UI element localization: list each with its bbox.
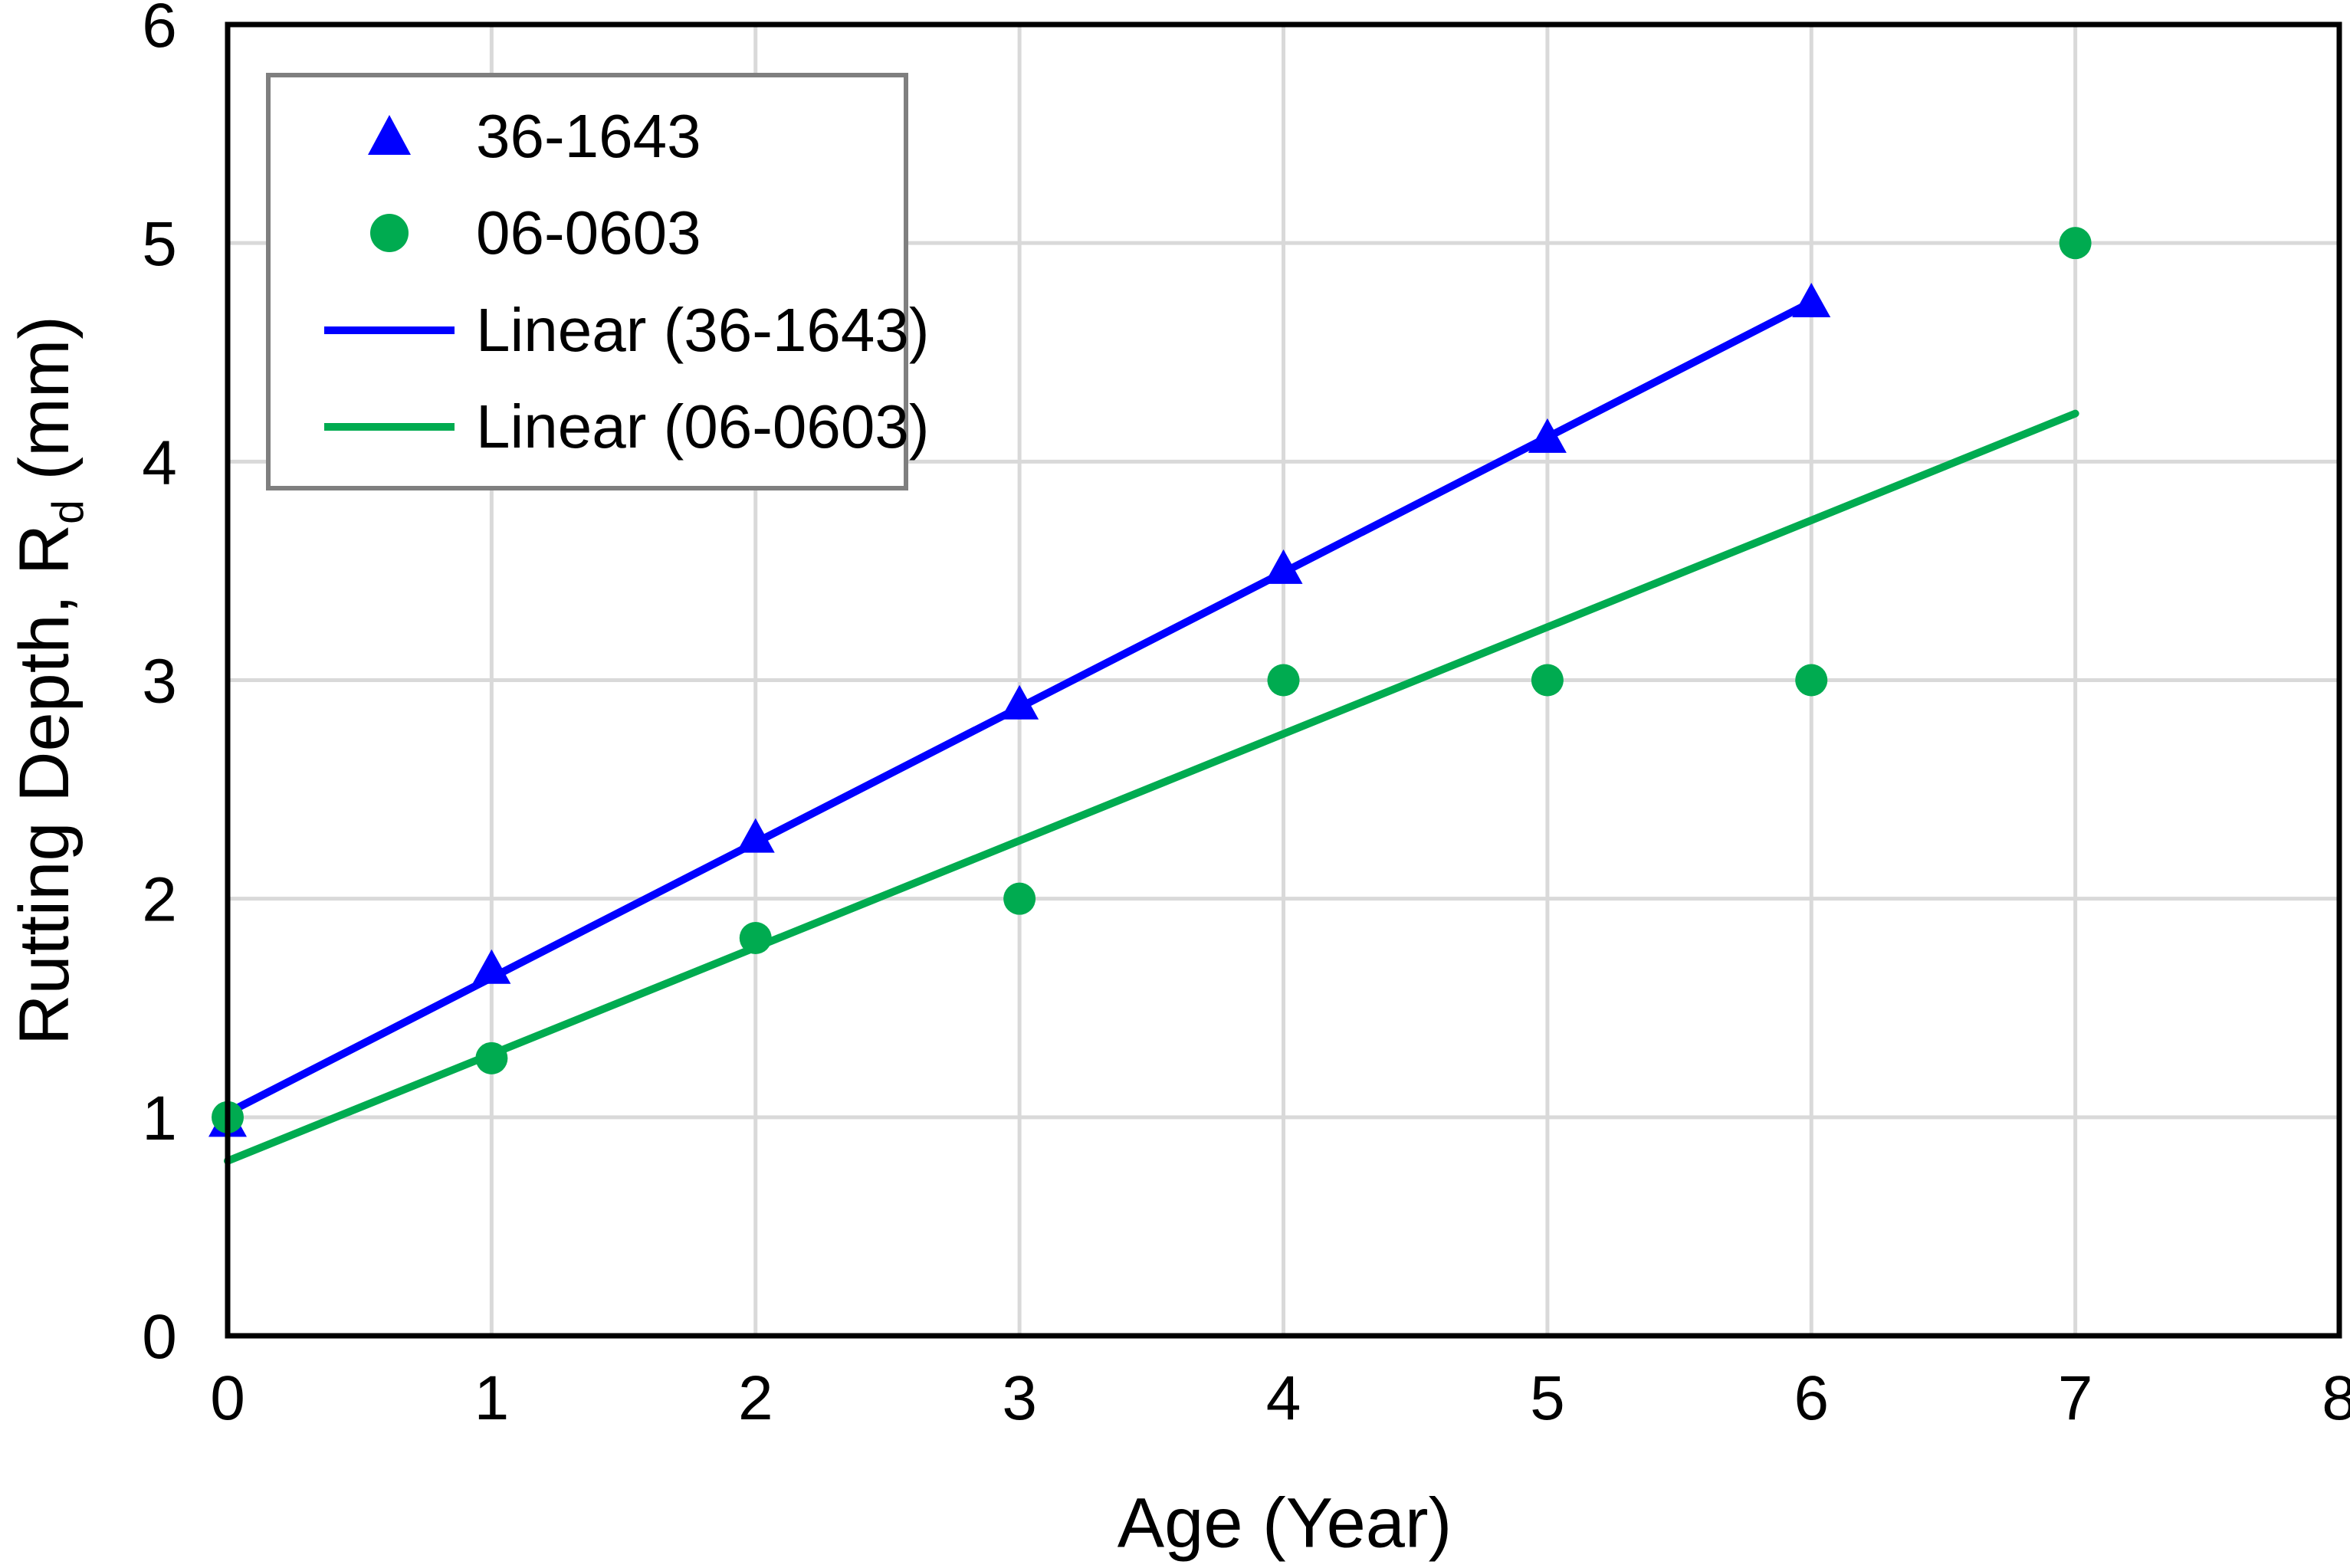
data-point-triangle: [1264, 549, 1303, 584]
data-point-triangle: [1792, 283, 1831, 318]
data-point-circle: [2059, 227, 2092, 260]
x-tick-label: 1: [474, 1363, 510, 1433]
x-tick-label: 8: [2322, 1363, 2350, 1433]
data-point-triangle: [1000, 684, 1039, 720]
trend-line-linear-06-0603-: [224, 409, 2079, 1165]
x-tick-label: 2: [738, 1363, 773, 1433]
legend-item-linear-36-1643: Linear (36-1643): [271, 292, 929, 369]
y-tick-label: 5: [142, 209, 177, 279]
y-tick-label: 6: [142, 0, 177, 61]
legend-label: 06-0603: [476, 198, 701, 267]
axis-border: [225, 21, 2342, 1339]
legend-label: 36-1643: [476, 102, 701, 171]
x-tick-label: 5: [1530, 1363, 1565, 1433]
legend-box: 36-1643 06-0603 Linear (36-1643) Linear …: [266, 73, 929, 490]
y-tick-label: 2: [142, 865, 177, 935]
legend-label: Linear (06-0603): [476, 392, 930, 461]
data-point-triangle: [1528, 418, 1567, 453]
data-point-triangle: [736, 818, 775, 853]
legend-item-linear-06-0603: Linear (06-0603): [271, 389, 929, 465]
data-point-circle: [739, 921, 772, 954]
x-tick-label: 4: [1266, 1363, 1301, 1433]
data-point-triangle: [472, 949, 511, 984]
x-tick-label: 0: [210, 1363, 245, 1433]
data-point-circle: [1531, 664, 1564, 697]
triangle-marker-icon: [368, 115, 411, 156]
y-axis-title: Rutting Depth, Rd (mm): [5, 316, 94, 1045]
data-point-circle: [475, 1042, 508, 1074]
x-tick-label: 3: [1002, 1363, 1037, 1433]
y-tick-label: 1: [142, 1084, 177, 1153]
legend-item-36-1643: 36-1643: [271, 98, 904, 175]
data-point-circle: [1795, 664, 1828, 697]
data-point-circle: [1003, 882, 1036, 915]
x-axis-title: Age (Year): [1117, 1484, 1452, 1563]
y-tick-label: 0: [142, 1302, 177, 1372]
line-sample-icon: [324, 422, 455, 431]
line-sample-icon: [324, 326, 455, 334]
y-tick-label: 3: [142, 647, 177, 717]
x-tick-label: 6: [1794, 1363, 1829, 1433]
x-tick-label: 7: [2058, 1363, 2093, 1433]
legend-item-06-0603: 06-0603: [271, 195, 904, 271]
data-point-circle: [1267, 664, 1300, 697]
legend-label: Linear (36-1643): [476, 295, 930, 364]
circle-marker-icon: [370, 214, 409, 253]
y-tick-label: 4: [142, 428, 177, 497]
